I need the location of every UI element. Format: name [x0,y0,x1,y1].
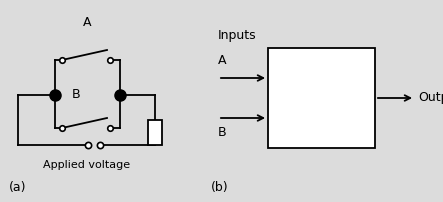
Text: A: A [83,16,91,28]
Text: (a): (a) [9,182,27,195]
Text: Applied voltage: Applied voltage [43,160,131,170]
Text: B: B [72,88,81,101]
Bar [268,48,375,148]
Text: A: A [218,54,226,66]
Bar [148,120,162,145]
Text: Output: Output [418,92,443,104]
Text: Inputs: Inputs [218,28,256,41]
Text: B: B [218,125,227,139]
Text: Logic gate
control OR: Logic gate control OR [288,84,354,112]
Text: (b): (b) [211,182,229,195]
